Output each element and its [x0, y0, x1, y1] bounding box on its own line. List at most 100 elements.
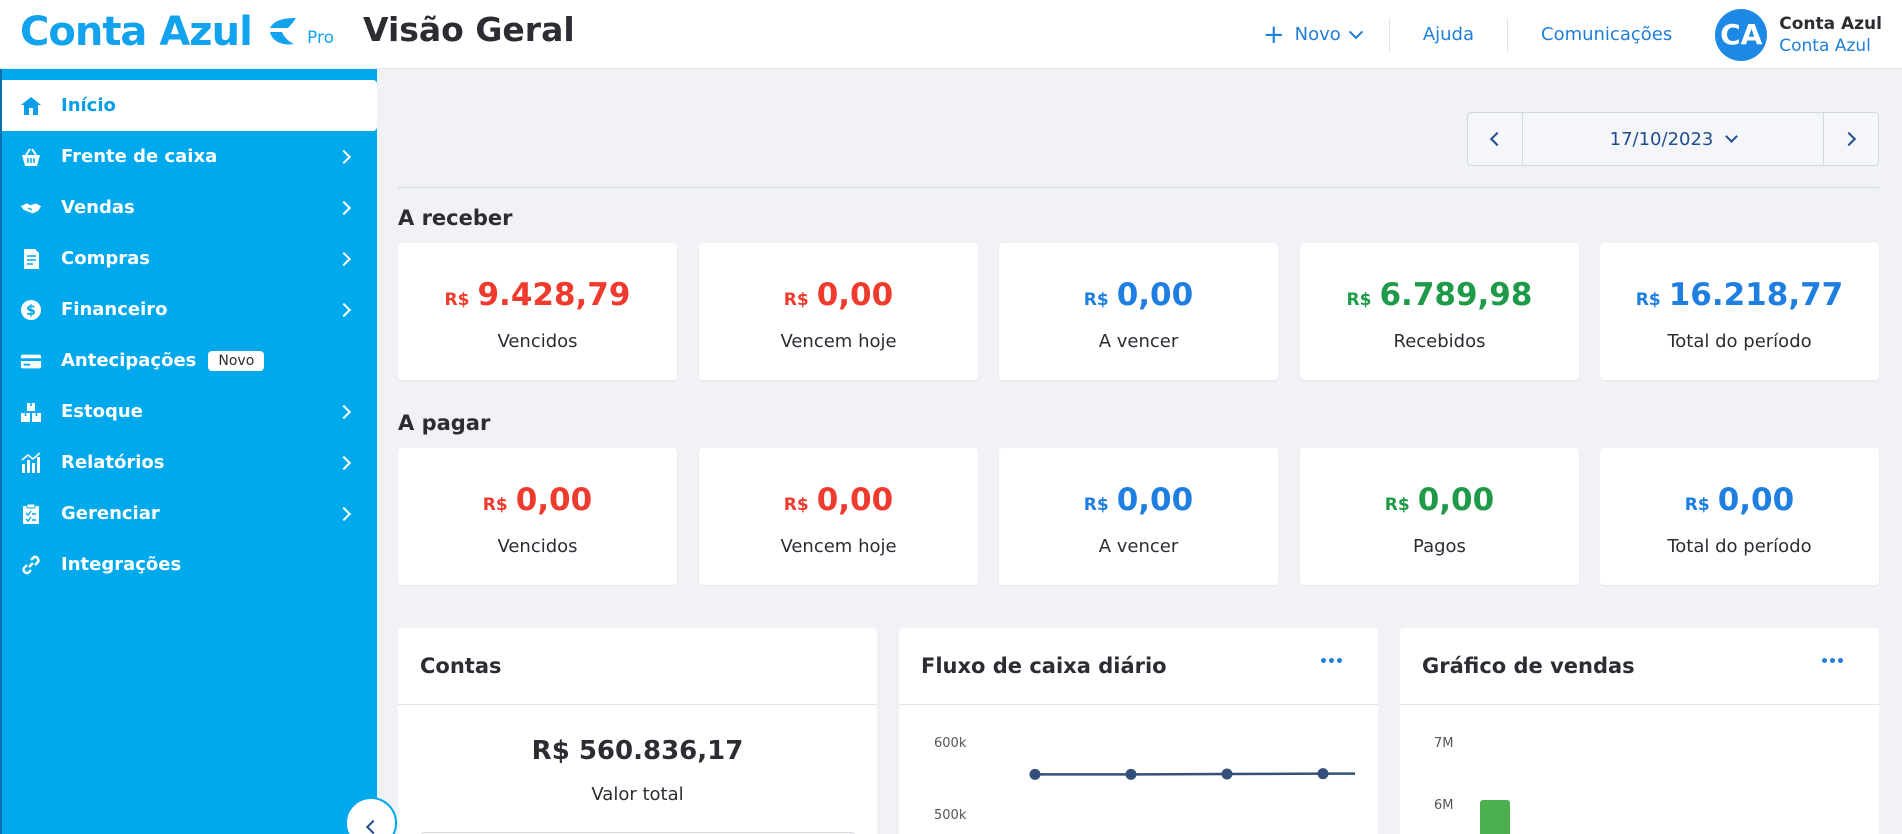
sidebar-item-compras[interactable]: Compras: [2, 233, 377, 284]
chevron-down-icon: [1725, 130, 1739, 143]
new-button[interactable]: + Novo: [1262, 19, 1363, 50]
sidebar-item-vendas[interactable]: Vendas: [2, 182, 377, 233]
sidebar-item-label: Financeiro: [61, 299, 168, 320]
panel-header: Contas: [398, 628, 877, 705]
receivable-card-overdue[interactable]: R$ 9.428,79 Vencidos: [398, 243, 677, 380]
y-tick-label: 6M: [1434, 798, 1454, 813]
card-value: 0,00: [816, 277, 894, 313]
card-value: 16.218,77: [1668, 277, 1844, 313]
chevron-right-icon: [336, 404, 352, 419]
sidebar-item-frente-de-caixa[interactable]: Frente de caixa: [2, 131, 377, 182]
y-tick-label: 600k: [934, 736, 967, 751]
handshake-icon: [20, 197, 42, 219]
brand-mark-icon: [269, 18, 296, 45]
card-label: A vencer: [1098, 536, 1179, 557]
chevron-right-icon: [336, 302, 352, 317]
panel-title: Gráfico de vendas: [1422, 654, 1635, 678]
chevron-right-icon: [336, 251, 352, 266]
svg-text:$: $: [26, 303, 36, 319]
basket-icon: [20, 146, 42, 168]
panel-title: Fluxo de caixa diário: [921, 654, 1167, 678]
chevron-right-icon: [336, 149, 352, 164]
cashflow-chart: 600k 500k: [934, 736, 1355, 823]
sidebar-item-integracoes[interactable]: Integrações: [2, 539, 377, 590]
card-value-wrap: R$ 6.789,98: [1300, 277, 1579, 313]
panel-header: Gráfico de vendas: [1400, 628, 1879, 705]
sidebar-item-gerenciar[interactable]: Gerenciar: [2, 488, 377, 539]
sidebar-item-antecipacoes[interactable]: Antecipações Novo: [2, 335, 377, 386]
more-options-icon[interactable]: [1321, 658, 1342, 663]
sidebar-item-relatorios[interactable]: Relatórios: [2, 437, 377, 488]
card-label: Vencem hoje: [780, 536, 897, 557]
chevron-right-icon: [336, 200, 352, 215]
user-menu[interactable]: Conta Azul Conta Azul: [1779, 14, 1882, 56]
data-point: [1125, 768, 1137, 780]
user-company: Conta Azul: [1779, 35, 1871, 56]
header-divider: [1507, 17, 1508, 52]
sales-bar: [1480, 800, 1510, 834]
plus-icon: +: [1262, 19, 1285, 50]
card-value-wrap: R$ 0,00: [699, 277, 978, 313]
dollar-icon: $: [20, 299, 42, 321]
card-label: Total do período: [1667, 331, 1812, 352]
card-label: Recebidos: [1393, 331, 1486, 352]
card-value: 0,00: [1116, 482, 1194, 518]
receivable-card-received[interactable]: R$ 6.789,98 Recebidos: [1300, 243, 1579, 380]
card-value-wrap: R$ 16.218,77: [1600, 277, 1879, 313]
plan-label: Pro: [307, 28, 334, 48]
payable-card-period-total[interactable]: R$ 0,00 Total do período: [1600, 448, 1879, 585]
panel-header: Fluxo de caixa diário: [899, 628, 1378, 705]
card-value: 0,00: [1417, 482, 1495, 518]
accounts-panel: Contas R$ 560.836,17 Valor total: [398, 628, 877, 834]
payable-card-due-today[interactable]: R$ 0,00 Vencem hoje: [699, 448, 978, 585]
sidebar-item-estoque[interactable]: Estoque: [2, 386, 377, 437]
report-icon: [20, 451, 42, 474]
section-divider: [398, 187, 1879, 188]
payable-title: A pagar: [398, 411, 491, 435]
clipboard-icon: [20, 503, 42, 525]
previous-date-button[interactable]: [1468, 113, 1522, 165]
receivable-card-upcoming[interactable]: R$ 0,00 A vencer: [999, 243, 1278, 380]
receivable-card-due-today[interactable]: R$ 0,00 Vencem hoje: [699, 243, 978, 380]
next-date-button[interactable]: [1824, 113, 1878, 165]
header-actions: + Novo Ajuda Comunicações CA Conta Azul …: [1263, 0, 1902, 69]
sidebar-item-label: Relatórios: [61, 452, 165, 473]
user-name: Conta Azul: [1779, 13, 1882, 34]
link-icon: [20, 554, 42, 576]
payable-card-overdue[interactable]: R$ 0,00 Vencidos: [398, 448, 677, 585]
sidebar-item-inicio[interactable]: Início: [2, 80, 377, 131]
card-value-wrap: R$ 0,00: [1600, 482, 1879, 518]
sidebar-item-label: Compras: [61, 248, 150, 269]
avatar[interactable]: CA: [1715, 8, 1768, 61]
chevron-down-icon: [1348, 24, 1363, 39]
help-link[interactable]: Ajuda: [1422, 24, 1474, 45]
card-label: Vencidos: [497, 331, 578, 352]
brand-logo[interactable]: Conta Azul: [20, 6, 298, 58]
y-tick-label: 7M: [1434, 736, 1454, 751]
card-value-wrap: R$ 0,00: [699, 482, 978, 518]
card-value: 0,00: [515, 482, 593, 518]
data-point: [1221, 768, 1233, 780]
receipt-icon: [20, 248, 42, 270]
receivable-card-period-total[interactable]: R$ 16.218,77 Total do período: [1600, 243, 1879, 380]
currency-symbol: R$: [444, 290, 470, 310]
receivable-title: A receber: [398, 206, 513, 230]
sidebar-item-financeiro[interactable]: $ Financeiro: [2, 284, 377, 335]
brand-name: Conta Azul: [20, 9, 253, 55]
data-point: [1029, 768, 1041, 780]
payable-card-upcoming[interactable]: R$ 0,00 A vencer: [999, 448, 1278, 585]
sidebar-item-label: Integrações: [61, 554, 182, 575]
payable-card-paid[interactable]: R$ 0,00 Pagos: [1300, 448, 1579, 585]
communications-link[interactable]: Comunicações: [1541, 24, 1673, 45]
sidebar-item-label: Antecipações: [61, 350, 197, 371]
currency-symbol: R$: [1083, 290, 1109, 310]
card-value-wrap: R$ 0,00: [398, 482, 677, 518]
cashflow-panel: Fluxo de caixa diário 600k 500k: [899, 628, 1378, 834]
data-point: [1317, 768, 1329, 780]
more-options-icon[interactable]: [1822, 658, 1843, 663]
date-picker[interactable]: 17/10/2023: [1522, 113, 1824, 165]
collapse-sidebar-button[interactable]: [345, 797, 397, 834]
sidebar-item-label: Início: [61, 95, 116, 116]
sidebar-item-label: Vendas: [61, 197, 135, 218]
sidebar-item-label: Estoque: [61, 401, 143, 422]
